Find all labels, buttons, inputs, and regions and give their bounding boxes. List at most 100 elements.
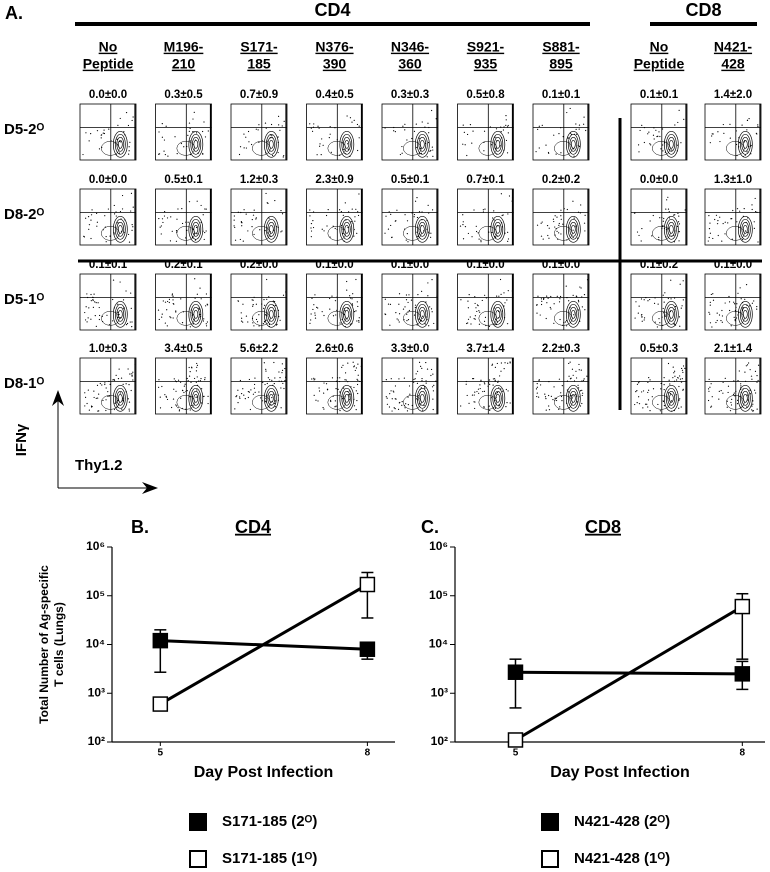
event-dot [579, 286, 581, 288]
event-dot [243, 394, 245, 396]
event-dot [407, 396, 409, 398]
event-dot [709, 313, 711, 315]
contour [419, 224, 425, 234]
event-dot [732, 394, 735, 396]
event-dot [674, 375, 676, 377]
event-dot [717, 131, 719, 133]
event-dot [168, 301, 170, 304]
event-dot [559, 318, 561, 321]
event-dot [708, 390, 710, 392]
event-dot [88, 409, 90, 411]
event-dot [712, 299, 715, 301]
event-dot [335, 314, 337, 316]
event-dot [244, 398, 246, 400]
event-dot [553, 134, 555, 136]
event-dot [313, 394, 315, 397]
contour [176, 395, 196, 410]
event-dot [128, 241, 131, 243]
event-dot [313, 123, 315, 125]
event-dot [251, 218, 253, 221]
event-dot [253, 383, 256, 386]
event-dot [750, 144, 752, 147]
event-dot [733, 301, 735, 303]
event-dot [676, 225, 679, 228]
event-dot [739, 210, 741, 212]
event-dot [88, 307, 90, 309]
event-dot [504, 362, 506, 364]
flow-plot [457, 357, 514, 415]
contour [112, 300, 128, 328]
flow-plot [704, 188, 762, 246]
x-axis-label: Day Post Infection [550, 764, 690, 781]
contour [190, 387, 202, 409]
event-dot [339, 377, 341, 379]
event-dot [421, 290, 423, 292]
event-dot [100, 134, 102, 136]
event-dot [386, 403, 389, 405]
event-dot [273, 361, 275, 364]
event-dot [712, 133, 714, 135]
event-dot [488, 325, 491, 328]
contour [268, 393, 274, 403]
event-dot [321, 228, 323, 230]
contour [339, 215, 355, 243]
event-dot [109, 235, 111, 237]
event-dot [411, 404, 413, 407]
event-dot [559, 406, 561, 408]
contour [265, 218, 277, 240]
contour [101, 141, 120, 156]
contour [117, 309, 123, 319]
event-dot [398, 321, 400, 323]
event-dot [117, 222, 119, 224]
contour [554, 395, 573, 410]
event-dot [566, 380, 569, 382]
event-dot [189, 127, 191, 130]
event-dot [649, 143, 651, 145]
event-dot [497, 381, 499, 384]
column-header: No [99, 39, 118, 55]
event-dot [726, 406, 728, 408]
event-dot [277, 151, 279, 154]
event-dot [387, 228, 390, 230]
event-dot [721, 240, 723, 242]
event-dot [238, 153, 241, 156]
event-dot [413, 213, 416, 216]
event-dot [119, 281, 121, 283]
event-dot [234, 408, 236, 410]
event-dot [125, 324, 128, 326]
contour [265, 133, 277, 155]
event-dot [347, 381, 349, 383]
event-dot [500, 126, 502, 128]
contour [652, 226, 671, 241]
event-dot [671, 149, 673, 151]
event-dot [710, 405, 713, 407]
event-dot [103, 129, 105, 131]
event-dot [572, 229, 574, 231]
event-dot [553, 322, 555, 324]
event-dot [346, 289, 348, 291]
event-dot [407, 319, 410, 321]
event-dot [323, 408, 325, 410]
plot-frame [457, 188, 514, 246]
event-dot [108, 395, 110, 397]
contour [652, 311, 671, 326]
contour [667, 390, 676, 406]
event-dot [747, 231, 749, 234]
event-dot [498, 375, 501, 377]
event-dot [359, 380, 361, 383]
event-dot [584, 309, 586, 311]
event-dot [317, 307, 319, 309]
event-dot [431, 146, 433, 148]
event-dot [484, 208, 486, 210]
contour [414, 300, 430, 328]
event-dot [640, 240, 642, 242]
event-dot [329, 126, 331, 128]
event-dot [584, 230, 586, 232]
event-dot [722, 222, 724, 225]
event-dot [473, 209, 475, 211]
event-dot [173, 388, 175, 390]
event-dot [467, 307, 469, 309]
event-dot [131, 224, 133, 226]
event-dot [195, 370, 198, 372]
